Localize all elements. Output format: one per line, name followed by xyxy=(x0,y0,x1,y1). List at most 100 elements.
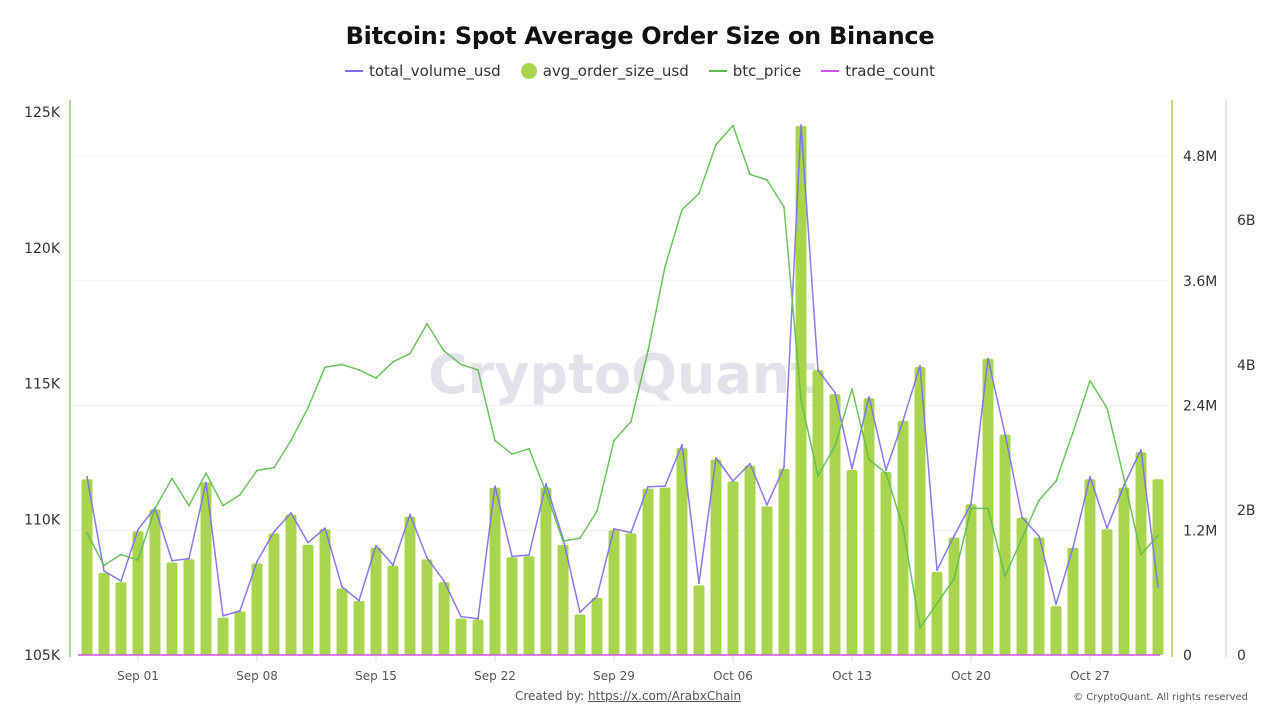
line-total-volume-point xyxy=(86,475,88,478)
line-btc-price-point xyxy=(494,439,496,442)
line-total-volume-point xyxy=(273,530,275,533)
line-total-volume-point xyxy=(851,467,853,470)
line-btc-price-point xyxy=(800,398,802,401)
line-btc-price-point xyxy=(936,602,938,605)
line-total-volume-point xyxy=(494,485,496,487)
bar-avg-order-size xyxy=(812,370,824,655)
line-total-volume-point xyxy=(698,582,700,585)
bar-avg-order-size xyxy=(489,487,501,655)
x-axis-tick-label: Oct 27 xyxy=(1070,669,1110,683)
bar-avg-order-size xyxy=(574,614,586,655)
left-axis-tick-label: 115K xyxy=(24,377,61,393)
line-total-volume-point xyxy=(647,486,649,488)
line-total-volume-point xyxy=(511,555,513,558)
legend-line-icon xyxy=(821,70,840,72)
legend-item-avg-order-size[interactable]: avg_order_size_usd xyxy=(520,62,689,80)
line-btc-price-point xyxy=(273,466,275,469)
bar-avg-order-size xyxy=(880,472,892,655)
footer-credit: Created by: https://x.com/ArabxChain xyxy=(515,689,741,703)
bar-avg-order-size xyxy=(727,481,739,655)
line-total-volume-point xyxy=(987,357,989,360)
bar-avg-order-size xyxy=(387,565,399,655)
line-btc-price-point xyxy=(358,369,360,371)
legend-item-btc-price[interactable]: btc_price xyxy=(708,62,801,80)
line-btc-price-point xyxy=(1055,480,1057,483)
line-total-volume-point xyxy=(868,396,870,398)
line-btc-price-point xyxy=(732,124,734,127)
line-total-volume-point xyxy=(307,541,309,544)
bar-avg-order-size xyxy=(302,544,314,655)
line-total-volume-point xyxy=(579,611,581,614)
line-btc-price-point xyxy=(715,143,717,146)
bar-avg-order-size xyxy=(370,547,382,655)
avg-axis-tick-label: 4.8M xyxy=(1183,149,1217,165)
line-total-volume xyxy=(86,124,1159,620)
line-total-volume-point xyxy=(375,544,377,547)
bar-avg-order-size xyxy=(948,537,960,655)
bar-avg-order-size xyxy=(625,533,637,655)
legend-item-trade-count[interactable]: trade_count xyxy=(821,62,935,80)
bar-avg-order-size xyxy=(1101,529,1113,655)
line-total-volume-point xyxy=(545,483,547,485)
line-btc-price-point xyxy=(783,206,785,208)
x-axis-tick-label: Sep 01 xyxy=(117,669,159,683)
line-btc-price-point xyxy=(103,564,105,567)
x-axis-tick-label: Sep 15 xyxy=(355,669,397,683)
avg-axis-tick-label: 2.4M xyxy=(1183,399,1217,415)
line-total-volume-point xyxy=(596,595,598,598)
legend-line-icon xyxy=(344,70,363,72)
line-btc-price-point xyxy=(511,453,513,455)
line-total-volume-point xyxy=(1055,603,1057,606)
line-total-volume-point xyxy=(171,559,173,562)
line-btc-price-point xyxy=(1123,477,1125,480)
line-total-volume-point xyxy=(613,528,615,530)
line-total-volume-point xyxy=(358,599,360,602)
bar-avg-order-size xyxy=(693,585,705,655)
bar-avg-order-size xyxy=(1152,479,1164,655)
line-btc-price-point xyxy=(613,439,615,442)
line-btc-price-point xyxy=(86,532,88,534)
legend-item-total-volume[interactable]: total_volume_usd xyxy=(344,62,501,80)
line-total-volume-point xyxy=(137,528,139,531)
bar-avg-order-size xyxy=(336,588,348,655)
line-btc-price-point xyxy=(341,363,343,366)
line-total-volume-point xyxy=(766,504,768,506)
line-btc-price-point xyxy=(392,360,394,363)
bar-avg-order-size xyxy=(200,482,212,655)
line-btc-price-point xyxy=(375,377,377,379)
line-total-volume-point xyxy=(188,557,190,560)
line-btc-price-point xyxy=(766,179,768,181)
bar-avg-order-size xyxy=(285,514,297,655)
line-total-volume-point xyxy=(341,586,343,588)
bar-avg-order-size xyxy=(115,582,127,655)
bar-avg-order-size xyxy=(183,559,195,655)
line-total-volume-point xyxy=(460,615,462,618)
bar-avg-order-size xyxy=(999,434,1011,655)
line-total-volume-point xyxy=(392,564,394,566)
line-btc-price-point xyxy=(698,192,700,195)
bar-avg-order-size xyxy=(1084,479,1096,655)
line-total-volume-point xyxy=(715,457,717,459)
creator-link[interactable]: https://x.com/ArabxChain xyxy=(588,689,742,703)
line-total-volume-point xyxy=(443,580,445,582)
line-total-volume-point xyxy=(800,124,802,126)
line-total-volume-point xyxy=(290,512,292,514)
line-total-volume-point xyxy=(664,485,666,487)
line-btc-price-point xyxy=(1089,379,1091,382)
bar-avg-order-size xyxy=(744,465,756,655)
bar-avg-order-size xyxy=(540,487,552,655)
line-btc-price-point xyxy=(256,469,258,472)
avg-axis-tick-label: 0 xyxy=(1183,648,1192,664)
line-btc-price-point xyxy=(171,477,173,480)
line-btc-price-point xyxy=(409,352,411,355)
left-axis-tick-label: 110K xyxy=(24,512,61,528)
bar-avg-order-size xyxy=(642,488,654,655)
line-total-volume-point xyxy=(681,443,683,446)
copyright: © CryptoQuant. All rights reserved xyxy=(1073,692,1248,703)
x-axis-tick-label: Oct 13 xyxy=(832,669,872,683)
line-total-volume-point xyxy=(749,462,751,465)
bar-avg-order-size xyxy=(1050,606,1062,655)
line-btc-price-point xyxy=(664,265,666,268)
line-btc-price-point xyxy=(1157,534,1159,537)
